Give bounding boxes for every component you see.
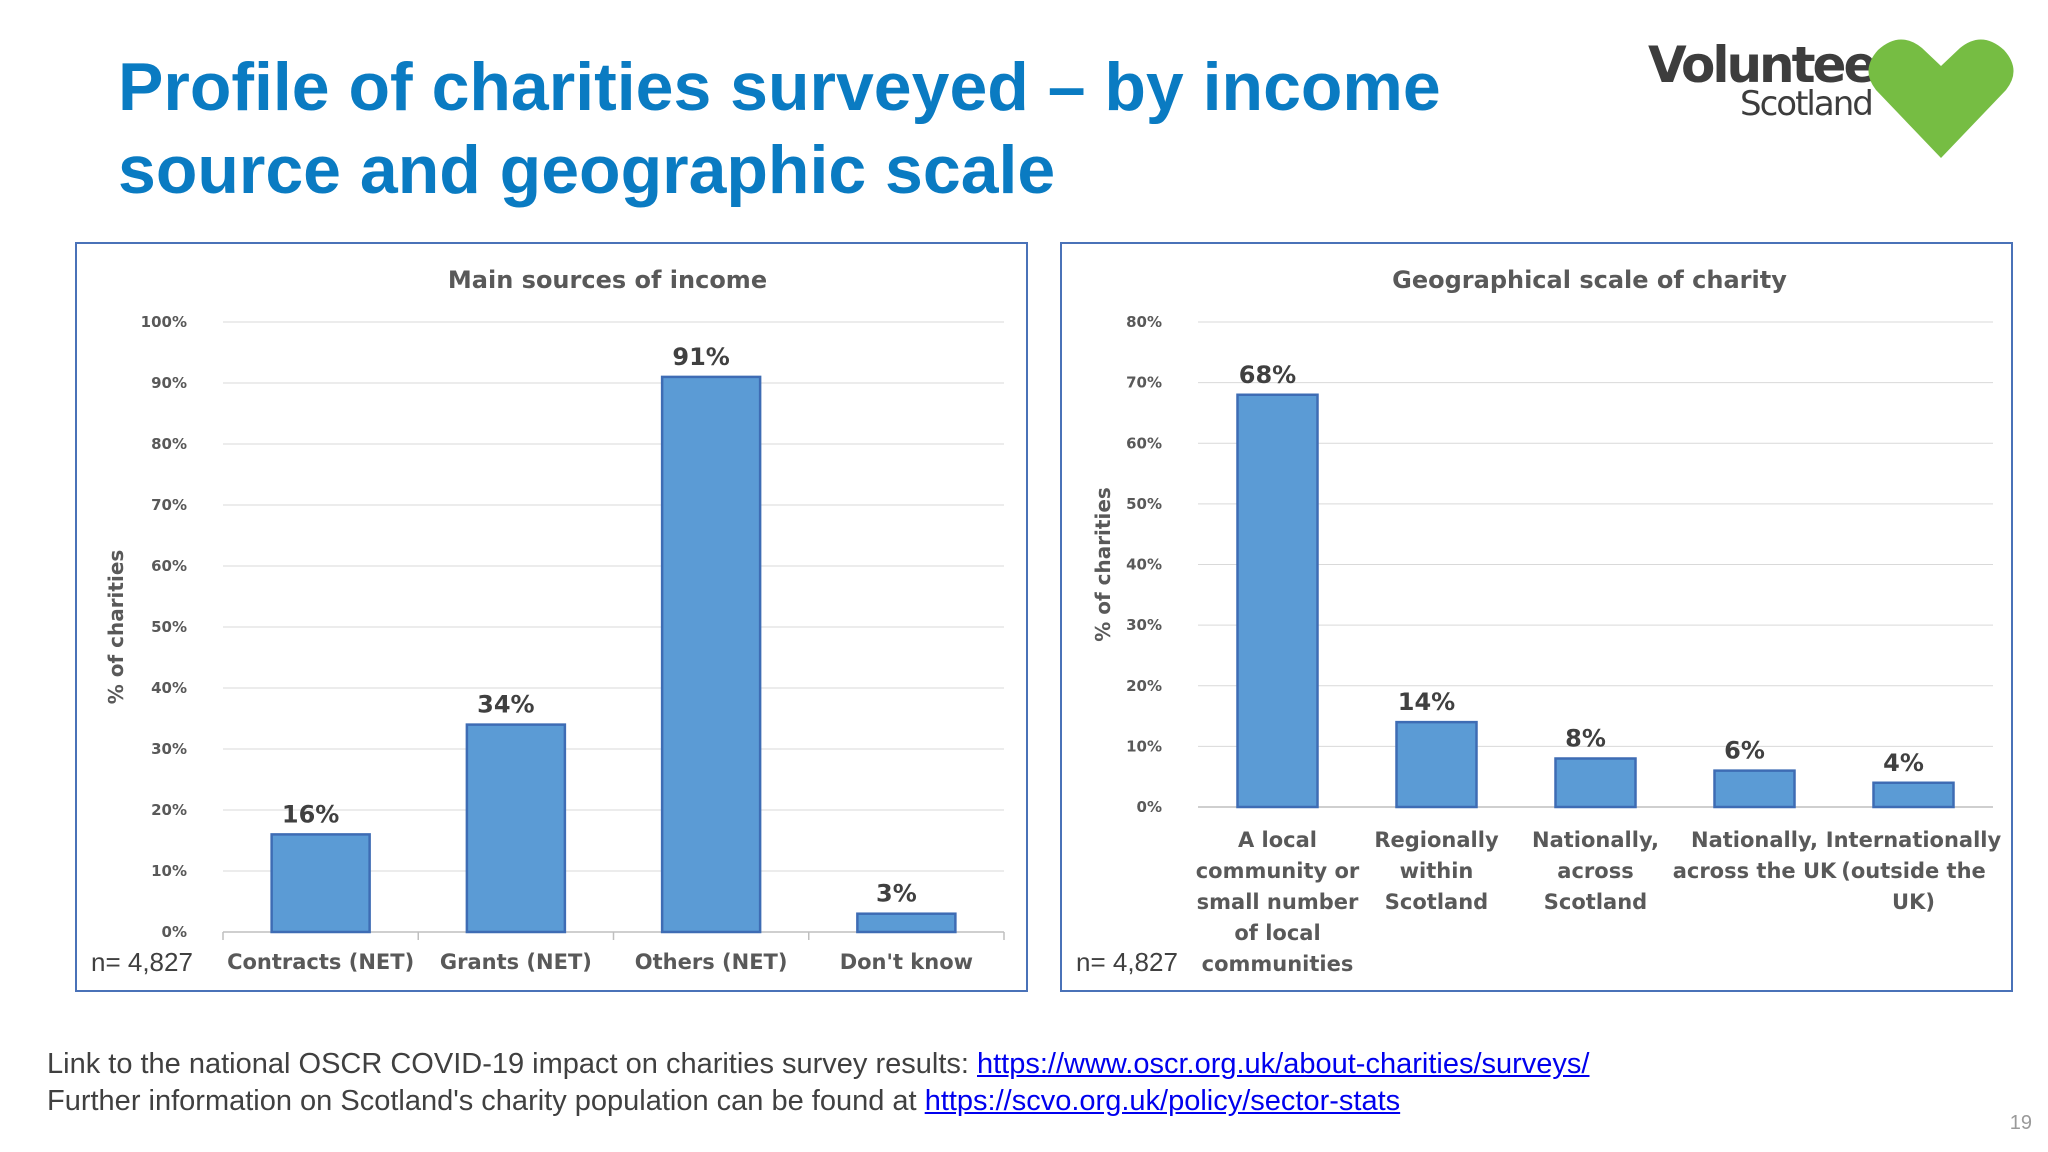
income-data-label: 16% (282, 800, 339, 828)
income-bar (465, 723, 567, 934)
geography-sample-size-note: n= 4,827 (1076, 947, 1178, 977)
geography-data-label: 4% (1883, 749, 1924, 777)
geography-chart-title: Geographical scale of charity (1392, 266, 1787, 294)
income-data-label: 3% (876, 880, 917, 908)
footer-line-scvo: Further information on Scotland's charit… (47, 1083, 1589, 1120)
geography-y-tick-label: 20% (1126, 677, 1162, 695)
slide-title: Profile of charities surveyed – by incom… (118, 49, 1441, 208)
geography-y-tick-label: 50% (1126, 495, 1162, 513)
page-number: 19 (2009, 1112, 2032, 1134)
income-bar (660, 375, 762, 934)
income-x-tick-label: Others (NET) (635, 950, 788, 974)
geography-y-tick-label: 10% (1126, 737, 1162, 755)
income-sample-size-note: n= 4,827 (91, 947, 193, 977)
geography-x-tick-label: Nationally, across Scotland (1532, 828, 1659, 914)
volunteer-scotland-logo: Volunteer Scotland (1640, 32, 2020, 162)
geography-x-tick-label: Internationally (outside the UK) (1826, 828, 2002, 914)
geography-bar (1713, 769, 1796, 809)
income-y-tick-label: 50% (151, 618, 187, 636)
geography-x-tick-label: Regionally within Scotland (1374, 828, 1499, 914)
income-y-tick-label: 90% (151, 374, 187, 392)
logo-text-scotland: Scotland (1740, 84, 1874, 124)
geography-bar (1395, 720, 1478, 809)
income-y-tick-label: 10% (151, 862, 187, 880)
geography-y-tick-label: 70% (1126, 374, 1162, 392)
income-bar (270, 833, 371, 934)
footer-line-oscr: Link to the national OSCR COVID-19 impac… (47, 1046, 1589, 1083)
income-y-tick-label: 0% (162, 923, 187, 941)
footer-text-scvo: Further information on Scotland's charit… (47, 1085, 925, 1117)
income-bar-chart: Main sources of income 0% 10% 20% 30% 40% 50% 6… (91, 266, 1005, 977)
income-y-tick-label: 80% (151, 435, 187, 453)
income-data-label: 91% (672, 343, 729, 371)
income-chart-title: Main sources of income (448, 266, 767, 294)
income-bar (856, 912, 957, 934)
geography-data-label: 6% (1724, 737, 1765, 765)
geography-bar (1872, 781, 1955, 809)
geography-y-tick-label: 60% (1126, 434, 1162, 452)
income-x-tick-label: Contracts (NET) (227, 950, 414, 974)
geography-y-axis-label: % of charities (1091, 487, 1115, 642)
geography-bar (1554, 757, 1637, 809)
heart-logo-icon (1868, 39, 2014, 158)
geography-y-tick-label: 30% (1126, 616, 1162, 634)
income-data-label: 34% (477, 691, 534, 719)
geography-data-label: 68% (1239, 361, 1296, 389)
income-y-tick-label: 60% (151, 557, 187, 575)
geography-data-label: 14% (1398, 688, 1455, 716)
geography-bar-chart: Geographical scale of charity 0% 10% 20% 30%… (1076, 266, 2002, 977)
geography-x-tick-label: A local community or small number of local c… (1196, 828, 1360, 976)
income-y-tick-label: 70% (151, 496, 187, 514)
footer-text-oscr: Link to the national OSCR COVID-19 impac… (47, 1048, 977, 1080)
geography-chart-panel: Geographical scale of charity 0% 10% 20% 30%… (1060, 242, 2013, 992)
income-y-tick-label: 30% (151, 740, 187, 758)
income-chart-panel: Main sources of income 0% 10% 20% 30% 40% 50% 6… (75, 242, 1028, 992)
footer-notes: Link to the national OSCR COVID-19 impac… (47, 1046, 1589, 1120)
income-x-tick-label: Don't know (840, 950, 973, 974)
oscr-survey-link[interactable]: https://www.oscr.org.uk/about-charities/… (977, 1048, 1590, 1080)
geography-y-tick-label: 80% (1126, 313, 1162, 331)
income-y-tick-label: 100% (141, 313, 187, 331)
income-y-tick-label: 40% (151, 679, 187, 697)
geography-y-tick-label: 0% (1137, 798, 1162, 816)
geography-x-tick-label: Nationally, across the UK (1673, 828, 1837, 883)
logo-text-volunteer: Volunteer (1648, 36, 1899, 94)
geography-y-tick-label: 40% (1126, 556, 1162, 574)
geography-bar (1236, 393, 1319, 809)
income-y-tick-label: 20% (151, 801, 187, 819)
scvo-sector-stats-link[interactable]: https://scvo.org.uk/policy/sector-stats (924, 1085, 1401, 1117)
income-y-axis-label: % of charities (104, 550, 128, 705)
geography-data-label: 8% (1565, 725, 1606, 753)
income-x-tick-label: Grants (NET) (440, 950, 592, 974)
